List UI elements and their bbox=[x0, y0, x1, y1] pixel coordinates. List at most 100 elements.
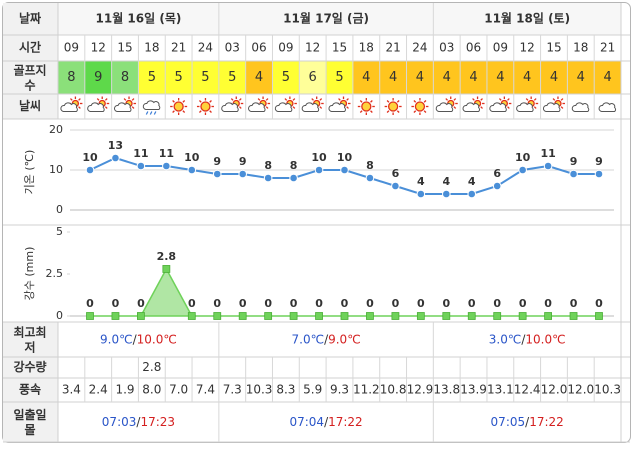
weather-icon bbox=[301, 96, 324, 112]
point bbox=[416, 189, 426, 199]
wind-speed: 8.0 bbox=[142, 383, 161, 397]
point bbox=[442, 189, 451, 199]
sun-ray bbox=[182, 100, 186, 103]
sun-ray bbox=[238, 106, 242, 109]
wind-speed: 2.4 bbox=[89, 383, 108, 397]
value-label: 4 bbox=[442, 175, 450, 188]
sun-ray bbox=[507, 106, 510, 109]
day-header: 11월 16일 (목) bbox=[96, 11, 182, 26]
point bbox=[263, 173, 273, 183]
wind-speed: 13.8 bbox=[433, 383, 460, 397]
cloud bbox=[60, 102, 78, 112]
sun-ray bbox=[257, 98, 261, 101]
value-label: 0 bbox=[112, 297, 120, 310]
value-label: 0 bbox=[392, 297, 400, 310]
time-label: 15 bbox=[546, 41, 561, 55]
time-label: 24 bbox=[412, 41, 427, 55]
point bbox=[493, 312, 502, 320]
point bbox=[569, 169, 578, 179]
golf-cell bbox=[245, 61, 273, 94]
golf-cell bbox=[406, 61, 434, 94]
golf-index: 8 bbox=[121, 70, 129, 85]
value-label: 0 bbox=[468, 297, 476, 310]
separator: / bbox=[525, 415, 530, 429]
wind-speed: 7.0 bbox=[169, 383, 188, 397]
day-header: 11월 18일 (토) bbox=[484, 11, 570, 26]
value-label: 0 bbox=[519, 297, 527, 310]
sun-ray bbox=[311, 98, 314, 101]
sun-ray bbox=[284, 98, 288, 101]
value-label: 9 bbox=[239, 155, 247, 168]
y-tick-label: 0 bbox=[56, 309, 63, 322]
wind-speed: 12.0 bbox=[567, 383, 594, 397]
sun-ray bbox=[230, 98, 234, 101]
value-label: 0 bbox=[86, 297, 94, 310]
sunrise: 07:04 bbox=[289, 415, 324, 429]
day-header: 11월 17일 (금) bbox=[283, 11, 369, 26]
point bbox=[187, 165, 197, 175]
golf-cell bbox=[567, 61, 595, 94]
value-label: 0 bbox=[544, 297, 552, 310]
time-label: 06 bbox=[251, 41, 266, 55]
value-label: 0 bbox=[264, 297, 272, 310]
label-cell bbox=[3, 402, 58, 442]
sunset: 17:22 bbox=[328, 415, 363, 429]
separator: / bbox=[324, 332, 329, 346]
weather-icon bbox=[384, 98, 402, 115]
weather-icon bbox=[142, 100, 161, 115]
row-label-line: 최고최 bbox=[13, 324, 46, 339]
time-label: 12 bbox=[305, 41, 320, 55]
weather-icon bbox=[248, 96, 271, 112]
value-label: 0 bbox=[417, 297, 425, 310]
label-cell bbox=[3, 3, 58, 35]
cloud bbox=[274, 102, 293, 112]
sun-ray bbox=[292, 98, 296, 101]
sun-ray bbox=[386, 110, 390, 113]
sun-times: 07:03/17:23 bbox=[102, 415, 175, 429]
sun-ray bbox=[238, 98, 242, 101]
point bbox=[187, 312, 196, 320]
sun-disc bbox=[414, 101, 426, 112]
time-label: 09 bbox=[493, 41, 508, 55]
sun-disc bbox=[200, 101, 211, 112]
weather-icon bbox=[411, 98, 429, 115]
sunset: 17:22 bbox=[529, 415, 564, 429]
sun-ray bbox=[78, 98, 81, 101]
high-temp: 10.0℃ bbox=[137, 332, 177, 346]
point bbox=[289, 173, 298, 183]
sun-ray bbox=[472, 98, 475, 101]
value-label: 0 bbox=[188, 297, 196, 310]
sun-ray bbox=[453, 106, 457, 109]
cloud bbox=[248, 102, 266, 112]
golf-cell bbox=[513, 61, 541, 94]
cloud bbox=[87, 102, 105, 112]
y-tick-label: 20 bbox=[49, 123, 63, 136]
point bbox=[416, 312, 425, 320]
y-tick-label: 2.5 bbox=[46, 267, 64, 280]
cloud bbox=[221, 102, 239, 112]
row-label: 일출일 몰 bbox=[13, 407, 46, 437]
value-label: 10 bbox=[337, 151, 353, 164]
point bbox=[111, 312, 120, 320]
golf-cell bbox=[84, 61, 112, 94]
point bbox=[543, 161, 553, 171]
row-label-line: 골프지 bbox=[13, 62, 46, 77]
golf-index: 4 bbox=[362, 70, 370, 85]
sunrise: 07:05 bbox=[491, 415, 526, 429]
golf-cell bbox=[299, 61, 327, 94]
wind-speed: 7.4 bbox=[196, 383, 215, 397]
sun-ray bbox=[413, 100, 417, 103]
point bbox=[569, 312, 578, 320]
time-label: 21 bbox=[385, 41, 400, 55]
value-label: 0 bbox=[315, 297, 323, 310]
value-label: 4 bbox=[468, 175, 476, 188]
sun-times: 07:05/17:22 bbox=[491, 415, 564, 429]
cloud bbox=[489, 102, 507, 112]
golf-cell bbox=[433, 61, 461, 94]
sun-ray bbox=[172, 100, 175, 103]
cloud bbox=[328, 102, 346, 112]
sun-ray bbox=[533, 106, 537, 109]
time-label: 09 bbox=[64, 41, 79, 55]
time-label: 15 bbox=[332, 41, 347, 55]
time-label: 12 bbox=[91, 41, 106, 55]
